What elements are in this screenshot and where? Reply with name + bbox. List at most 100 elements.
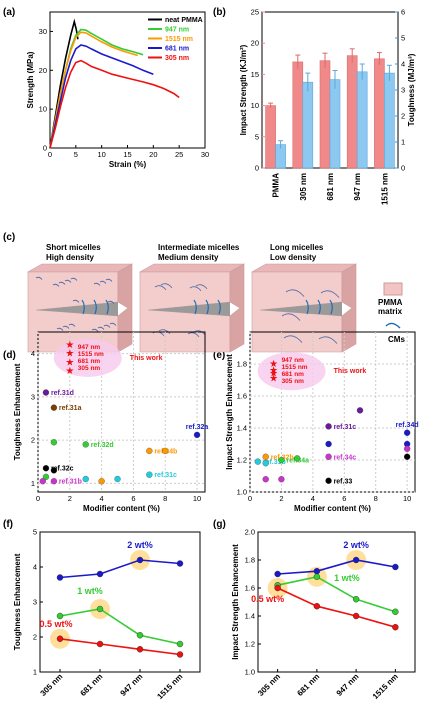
- block-side-face: [117, 263, 133, 353]
- data-point: [262, 453, 269, 460]
- data-point: [136, 556, 144, 564]
- panel-label: (c): [3, 232, 15, 243]
- x-tick-label: 305 nm: [299, 173, 308, 201]
- micelle: [189, 286, 202, 292]
- data-point: [82, 441, 89, 448]
- data-point: [278, 456, 285, 464]
- y-tick-label: 2.0: [245, 528, 255, 537]
- this-work-entry: 947 nm: [78, 344, 101, 351]
- panel-label: (f): [3, 519, 13, 530]
- bridging-micelle: [81, 299, 85, 315]
- legend-entry: 681 nm: [165, 46, 189, 53]
- series-line: [49, 28, 144, 149]
- data-point: [50, 478, 58, 485]
- y-tick-label: 1.8: [245, 556, 255, 565]
- legend-entry: CMs: [388, 335, 405, 344]
- data-point: [325, 453, 332, 460]
- legend-entry: 1515 nm: [165, 36, 193, 43]
- series-label: 1 wt%: [77, 586, 103, 596]
- legend-matrix-swatch: [383, 282, 403, 296]
- y-tick-label: 20: [39, 66, 47, 75]
- x-tick-label: 4: [100, 494, 104, 503]
- y2-tick-label: 6: [401, 8, 405, 17]
- panel-label: (g): [213, 519, 226, 530]
- y-tick-label: 1.0: [237, 488, 247, 497]
- data-point: [293, 455, 301, 462]
- micelle: [56, 327, 64, 331]
- data-point: [96, 605, 104, 613]
- this-work-entry: 681 nm: [282, 371, 305, 378]
- this-work-label: This work: [334, 368, 367, 375]
- y-axis-label: Toughness Enhancement: [13, 363, 22, 460]
- this-work-entry: 305 nm: [282, 378, 305, 385]
- y-tick-label: 3: [31, 392, 35, 401]
- bridging-micelle: [105, 299, 109, 315]
- data-point: [325, 423, 332, 430]
- crack: [148, 302, 230, 316]
- bar: [265, 105, 276, 169]
- point-label: ref.31c: [334, 424, 357, 431]
- data-point: [392, 608, 399, 615]
- data-point: [42, 389, 50, 396]
- this-work-star: ★: [65, 366, 74, 377]
- x-axis-label: Strain (%): [109, 160, 147, 169]
- bar: [292, 61, 304, 169]
- this-work-entry: 1515 nm: [282, 364, 308, 371]
- series-line: [59, 608, 181, 645]
- y2-tick-label: 5: [401, 34, 405, 43]
- bridging-micelle: [193, 299, 197, 315]
- crack: [36, 302, 118, 316]
- y2-tick-label: 1: [401, 138, 405, 147]
- y-tick-label: 2: [31, 436, 35, 445]
- x-tick-label: 10: [403, 494, 411, 503]
- x-axis-label: Modifier content (%): [83, 504, 160, 513]
- bar: [302, 81, 314, 169]
- this-work-star: ★: [269, 373, 278, 384]
- this-work-entry: 947 nm: [282, 357, 305, 364]
- micelle: [72, 299, 80, 303]
- series-line: [49, 18, 79, 149]
- x-tick-label: 20: [149, 150, 157, 159]
- x-tick-label: 6: [342, 494, 346, 503]
- x-tick-label: 947 nm: [335, 672, 361, 698]
- micelle: [62, 325, 70, 329]
- micelle: [187, 332, 200, 338]
- x-tick-label: 305 nm: [256, 672, 282, 698]
- this-work-bubble: [53, 338, 122, 377]
- series-label: 2 wt%: [127, 540, 153, 550]
- x-tick-label: 30: [201, 150, 209, 159]
- y-tick-label: 1.6: [237, 392, 247, 401]
- y-tick-label: 2: [33, 633, 37, 642]
- micelle: [158, 329, 171, 335]
- data-point: [278, 476, 285, 483]
- y-tick-label: 20: [251, 39, 259, 48]
- series-line: [59, 559, 181, 579]
- this-work-entry: 681 nm: [78, 358, 101, 365]
- x-tick-label: 681 nm: [295, 672, 321, 698]
- this-work-star: ★: [269, 365, 278, 376]
- data-point: [42, 465, 50, 472]
- x-tick-label: 947 nm: [119, 672, 145, 698]
- schematic-caption: Medium density: [158, 253, 219, 262]
- micelle: [320, 290, 340, 298]
- series-line: [49, 59, 180, 149]
- plot-frame: [39, 531, 201, 673]
- data-point: [146, 471, 153, 478]
- x-tick-label: 2: [68, 494, 72, 503]
- y-axis-label: Impact Strength (KJ/m²): [239, 44, 248, 135]
- series-label: 1 wt%: [334, 573, 360, 583]
- x-tick-label: 15: [123, 150, 131, 159]
- crack: [260, 302, 342, 316]
- legend-entry: 947 nm: [165, 27, 189, 34]
- data-point: [262, 476, 269, 483]
- x-tick-label: 10: [97, 150, 105, 159]
- micelle: [103, 324, 111, 328]
- micelle: [35, 276, 43, 280]
- fracture-block: [138, 263, 246, 353]
- micelle: [105, 278, 113, 282]
- y2-tick-label: 4: [401, 60, 405, 69]
- series-label: 0.5 wt%: [39, 619, 72, 629]
- block-side-face: [229, 263, 245, 353]
- series-line: [277, 587, 396, 628]
